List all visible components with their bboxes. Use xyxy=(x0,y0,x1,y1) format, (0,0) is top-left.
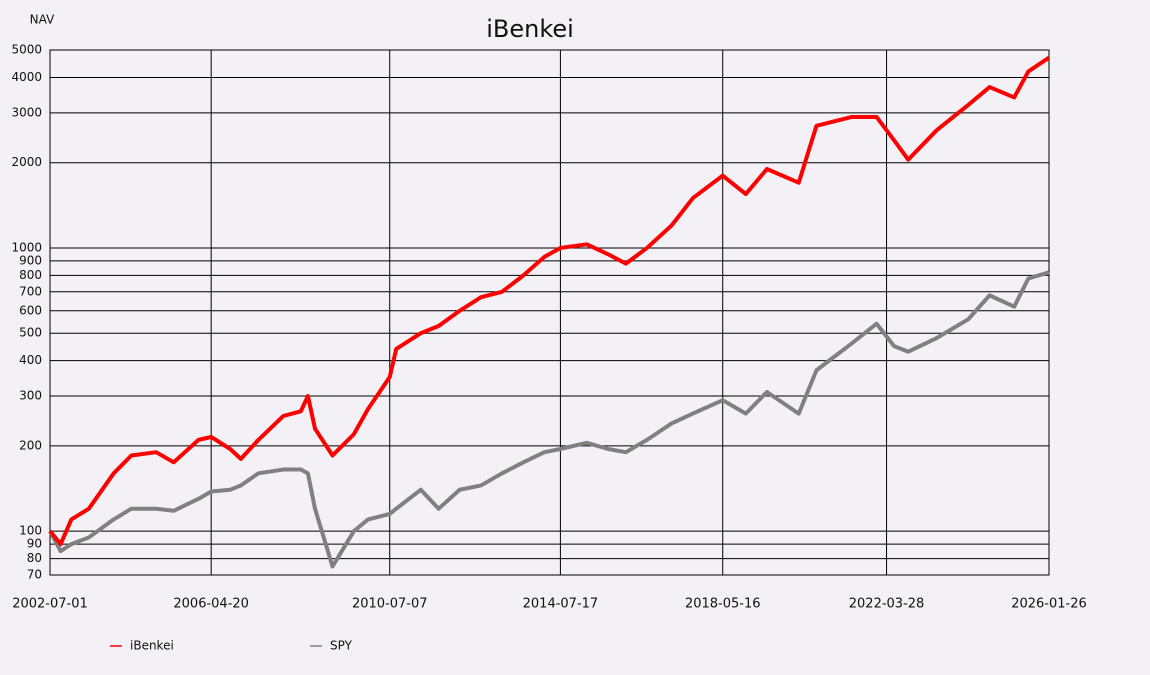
y-tick-label: 1000 xyxy=(11,240,42,254)
y-tick-label: 800 xyxy=(19,268,42,282)
x-tick-label: 2014-07-17 xyxy=(523,597,599,612)
x-tick-label: 2022-03-28 xyxy=(849,597,925,612)
y-tick-label: 70 xyxy=(27,568,42,582)
y-tick-label: 500 xyxy=(19,326,42,340)
x-tick-label: 2026-01-26 xyxy=(1011,597,1087,612)
y-tick-label: 80 xyxy=(27,551,42,565)
x-tick-label: 2006-04-20 xyxy=(173,597,249,612)
y-tick-label: 900 xyxy=(19,253,42,267)
x-tick-label: 2018-05-16 xyxy=(685,597,761,612)
y-tick-label: 90 xyxy=(27,537,42,551)
legend-label: SPY xyxy=(330,639,353,653)
chart-title: iBenkei xyxy=(486,15,574,43)
x-tick-label: 2010-07-07 xyxy=(352,597,428,612)
y-tick-label: 100 xyxy=(19,524,42,538)
series-line xyxy=(48,55,1051,547)
series-line xyxy=(48,270,1050,569)
x-tick-label: 2002-07-01 xyxy=(12,597,88,612)
y-tick-label: 3000 xyxy=(11,105,42,119)
y-tick-label: 2000 xyxy=(11,155,42,169)
y-tick-label: 200 xyxy=(19,438,42,452)
y-tick-label: 300 xyxy=(19,389,42,403)
y-tick-label: 5000 xyxy=(11,43,42,57)
y-tick-label: 400 xyxy=(19,353,42,367)
legend-label: iBenkei xyxy=(130,639,174,653)
y-tick-label: 4000 xyxy=(11,70,42,84)
y-tick-label: 600 xyxy=(19,303,42,317)
y-tick-label: 700 xyxy=(19,284,42,298)
y-axis-label: NAV xyxy=(30,13,55,27)
